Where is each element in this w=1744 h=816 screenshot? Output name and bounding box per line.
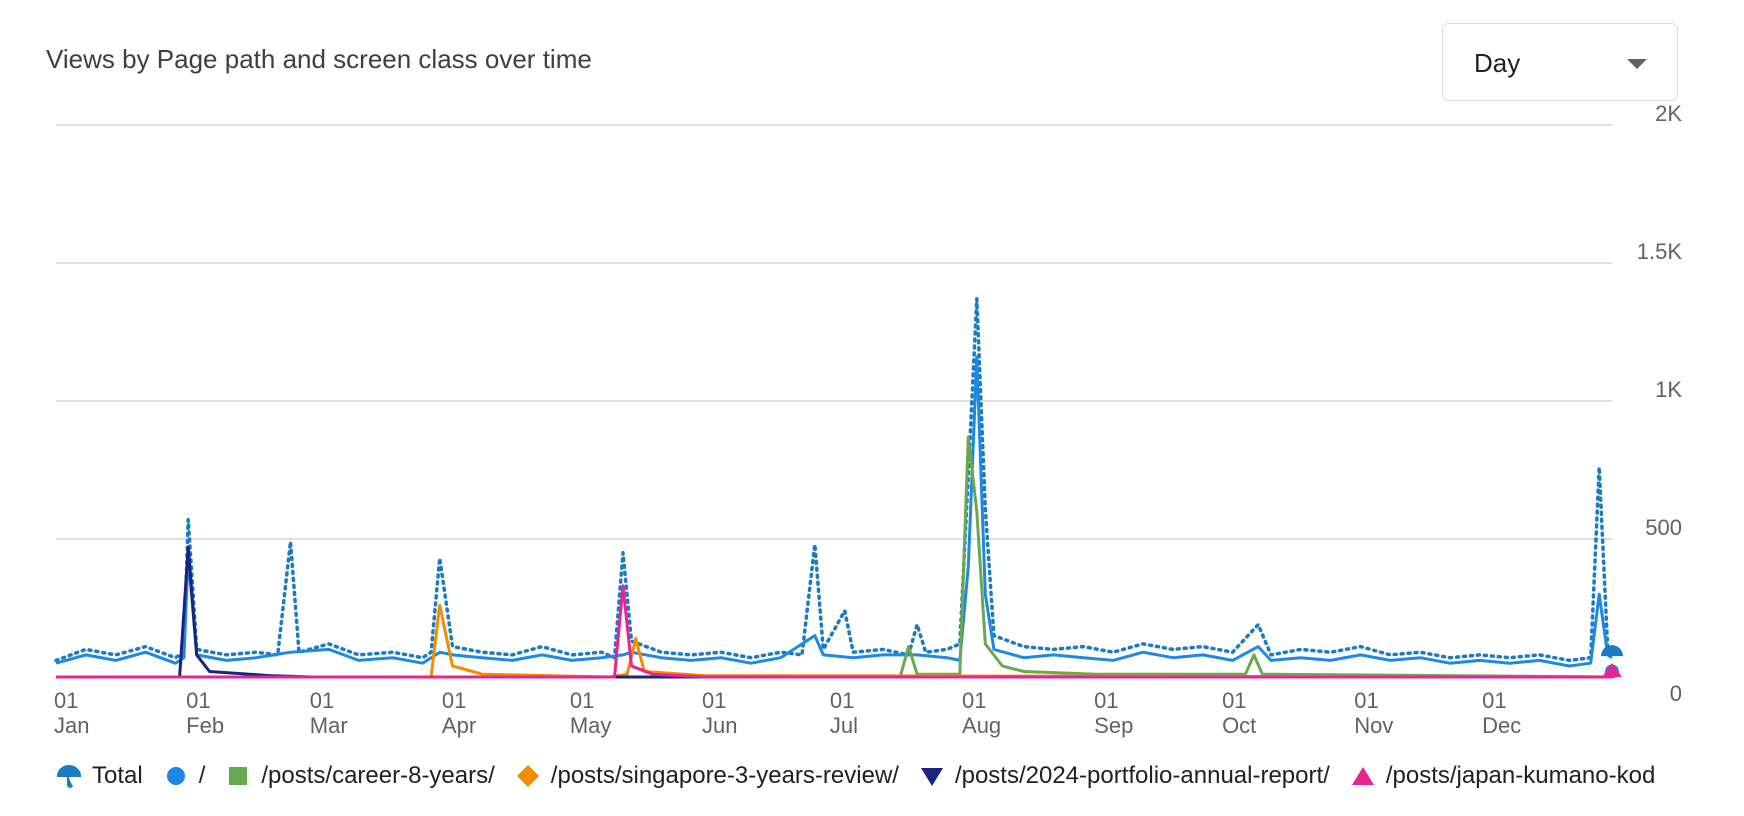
- series-line: [54, 297, 1614, 663]
- x-tick-day: 01: [1354, 688, 1378, 713]
- x-tick-month: Nov: [1354, 713, 1393, 738]
- legend-item[interactable]: /posts/singapore-3-years-review/: [515, 762, 899, 790]
- legend-marker-icon: [1351, 767, 1374, 785]
- x-tick-day: 01: [310, 688, 334, 713]
- legend-item[interactable]: /: [163, 762, 206, 790]
- chart-legend: Total / /posts/career-8-years/ /posts/singa…: [56, 762, 1682, 794]
- series-line: [56, 435, 1613, 679]
- x-tick-day: 01: [1094, 688, 1118, 713]
- y-tick-label: 1K: [1655, 377, 1682, 402]
- legend-label: /posts/singapore-3-years-review/: [550, 762, 899, 789]
- chart-title: Views by Page path and screen class over…: [46, 44, 592, 74]
- legend-item[interactable]: /posts/2024-portfolio-annual-report/: [919, 762, 1330, 790]
- legend-label: /posts/2024-portfolio-annual-report/: [954, 762, 1330, 789]
- x-tick-month: Apr: [442, 713, 476, 738]
- x-tick-month: Oct: [1222, 713, 1256, 738]
- x-tick-day: 01: [1222, 688, 1246, 713]
- y-tick-label: 1.5K: [1637, 239, 1683, 264]
- chevron-down-icon: [1627, 59, 1647, 69]
- legend-marker-icon: [516, 765, 539, 787]
- series-end-marker: [1601, 645, 1623, 657]
- x-tick-month: Jul: [830, 713, 858, 738]
- x-tick-day: 01: [54, 688, 78, 713]
- x-tick-month: Dec: [1482, 713, 1521, 738]
- x-tick-month: Feb: [186, 713, 224, 738]
- x-tick-day: 01: [962, 688, 986, 713]
- legend-marker-icon: [229, 767, 248, 785]
- series-line: [56, 603, 1613, 679]
- granularity-value: Day: [1474, 48, 1521, 78]
- x-tick-day: 01: [830, 688, 854, 713]
- legend-marker-icon: [920, 768, 943, 786]
- x-tick-day: 01: [702, 688, 726, 713]
- y-tick-label: 500: [1645, 515, 1682, 540]
- legend-marker-icon: [56, 765, 82, 788]
- x-tick-day: 01: [186, 688, 210, 713]
- legend-item[interactable]: /posts/career-8-years/: [225, 762, 495, 790]
- x-tick-month: May: [570, 713, 612, 738]
- series-line: [55, 355, 1613, 668]
- legend-label: /posts/career-8-years/: [261, 762, 495, 789]
- series-line: [56, 584, 1612, 679]
- x-tick-day: 01: [442, 688, 466, 713]
- legend-item[interactable]: Total: [56, 762, 143, 790]
- line-chart: 05001K1.5K2K01Jan01Feb01Mar01Apr01May01J…: [54, 101, 1683, 738]
- legend-label: /: [198, 762, 206, 789]
- x-tick-month: Jun: [702, 713, 737, 738]
- x-tick-day: 01: [570, 688, 594, 713]
- x-tick-month: Aug: [962, 713, 1001, 738]
- x-tick-month: Sep: [1094, 713, 1133, 738]
- y-tick-label: 2K: [1655, 101, 1682, 126]
- granularity-dropdown[interactable]: Day: [1442, 23, 1678, 101]
- legend-label: /posts/japan-kumano-kod: [1385, 762, 1656, 789]
- legend-label: Total: [92, 762, 143, 789]
- y-tick-label: 0: [1670, 681, 1682, 706]
- x-tick-month: Mar: [310, 713, 348, 738]
- legend-item[interactable]: /posts/japan-kumano-kod: [1350, 762, 1655, 790]
- x-tick-month: Jan: [54, 713, 89, 738]
- series-end-marker: [1602, 663, 1622, 677]
- legend-marker-icon: [166, 767, 185, 785]
- x-tick-day: 01: [1482, 688, 1506, 713]
